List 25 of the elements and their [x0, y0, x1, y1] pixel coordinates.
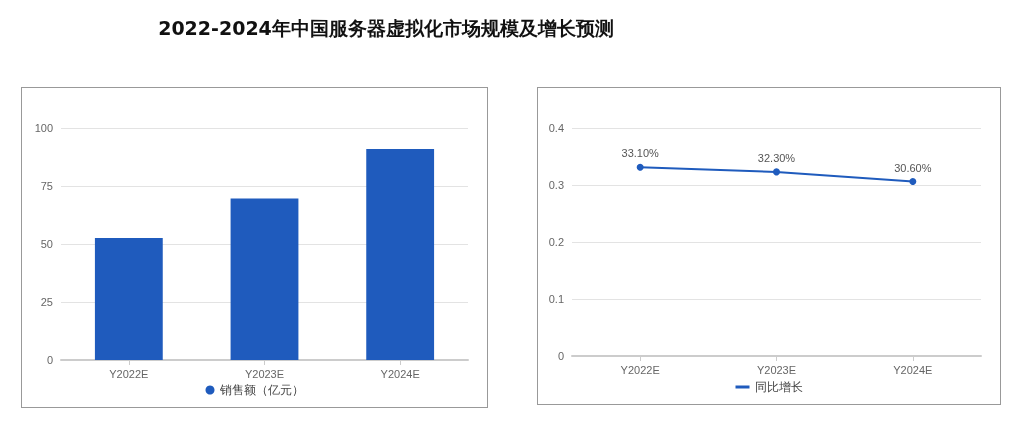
y-tick-label: 0.3 — [548, 179, 564, 191]
y-tick-label: 0 — [46, 354, 53, 366]
y-tick-label: 75 — [40, 180, 53, 192]
x-tick-label: Y2024E — [380, 367, 420, 380]
y-tick-label: 100 — [34, 122, 53, 134]
x-tick-label: Y2024E — [893, 363, 933, 376]
y-tick-label: 50 — [40, 238, 53, 250]
chart-title: 2022-2024年中国服务器虚拟化市场规模及增长预测 — [157, 16, 615, 41]
data-label: 33.10% — [621, 147, 660, 160]
x-tick-label: Y2023E — [756, 363, 797, 376]
x-tick-label: Y2022E — [109, 367, 149, 380]
bar — [94, 237, 163, 360]
bar — [366, 149, 435, 360]
data-label: 32.30% — [757, 151, 796, 164]
x-tick-label: Y2023E — [244, 367, 285, 380]
y-tick-label: 25 — [40, 296, 53, 308]
x-tick-label: Y2022E — [620, 363, 660, 376]
legend-label: 同比增长 — [754, 380, 803, 394]
y-tick-label: 0.4 — [548, 122, 564, 134]
bar — [230, 198, 299, 360]
y-tick-label: 0.1 — [548, 293, 564, 305]
y-tick-label: 0 — [557, 350, 564, 362]
legend-label: 销售额（亿元） — [218, 383, 304, 397]
y-tick-label: 0.2 — [548, 236, 564, 248]
data-label: 30.60% — [894, 161, 932, 174]
